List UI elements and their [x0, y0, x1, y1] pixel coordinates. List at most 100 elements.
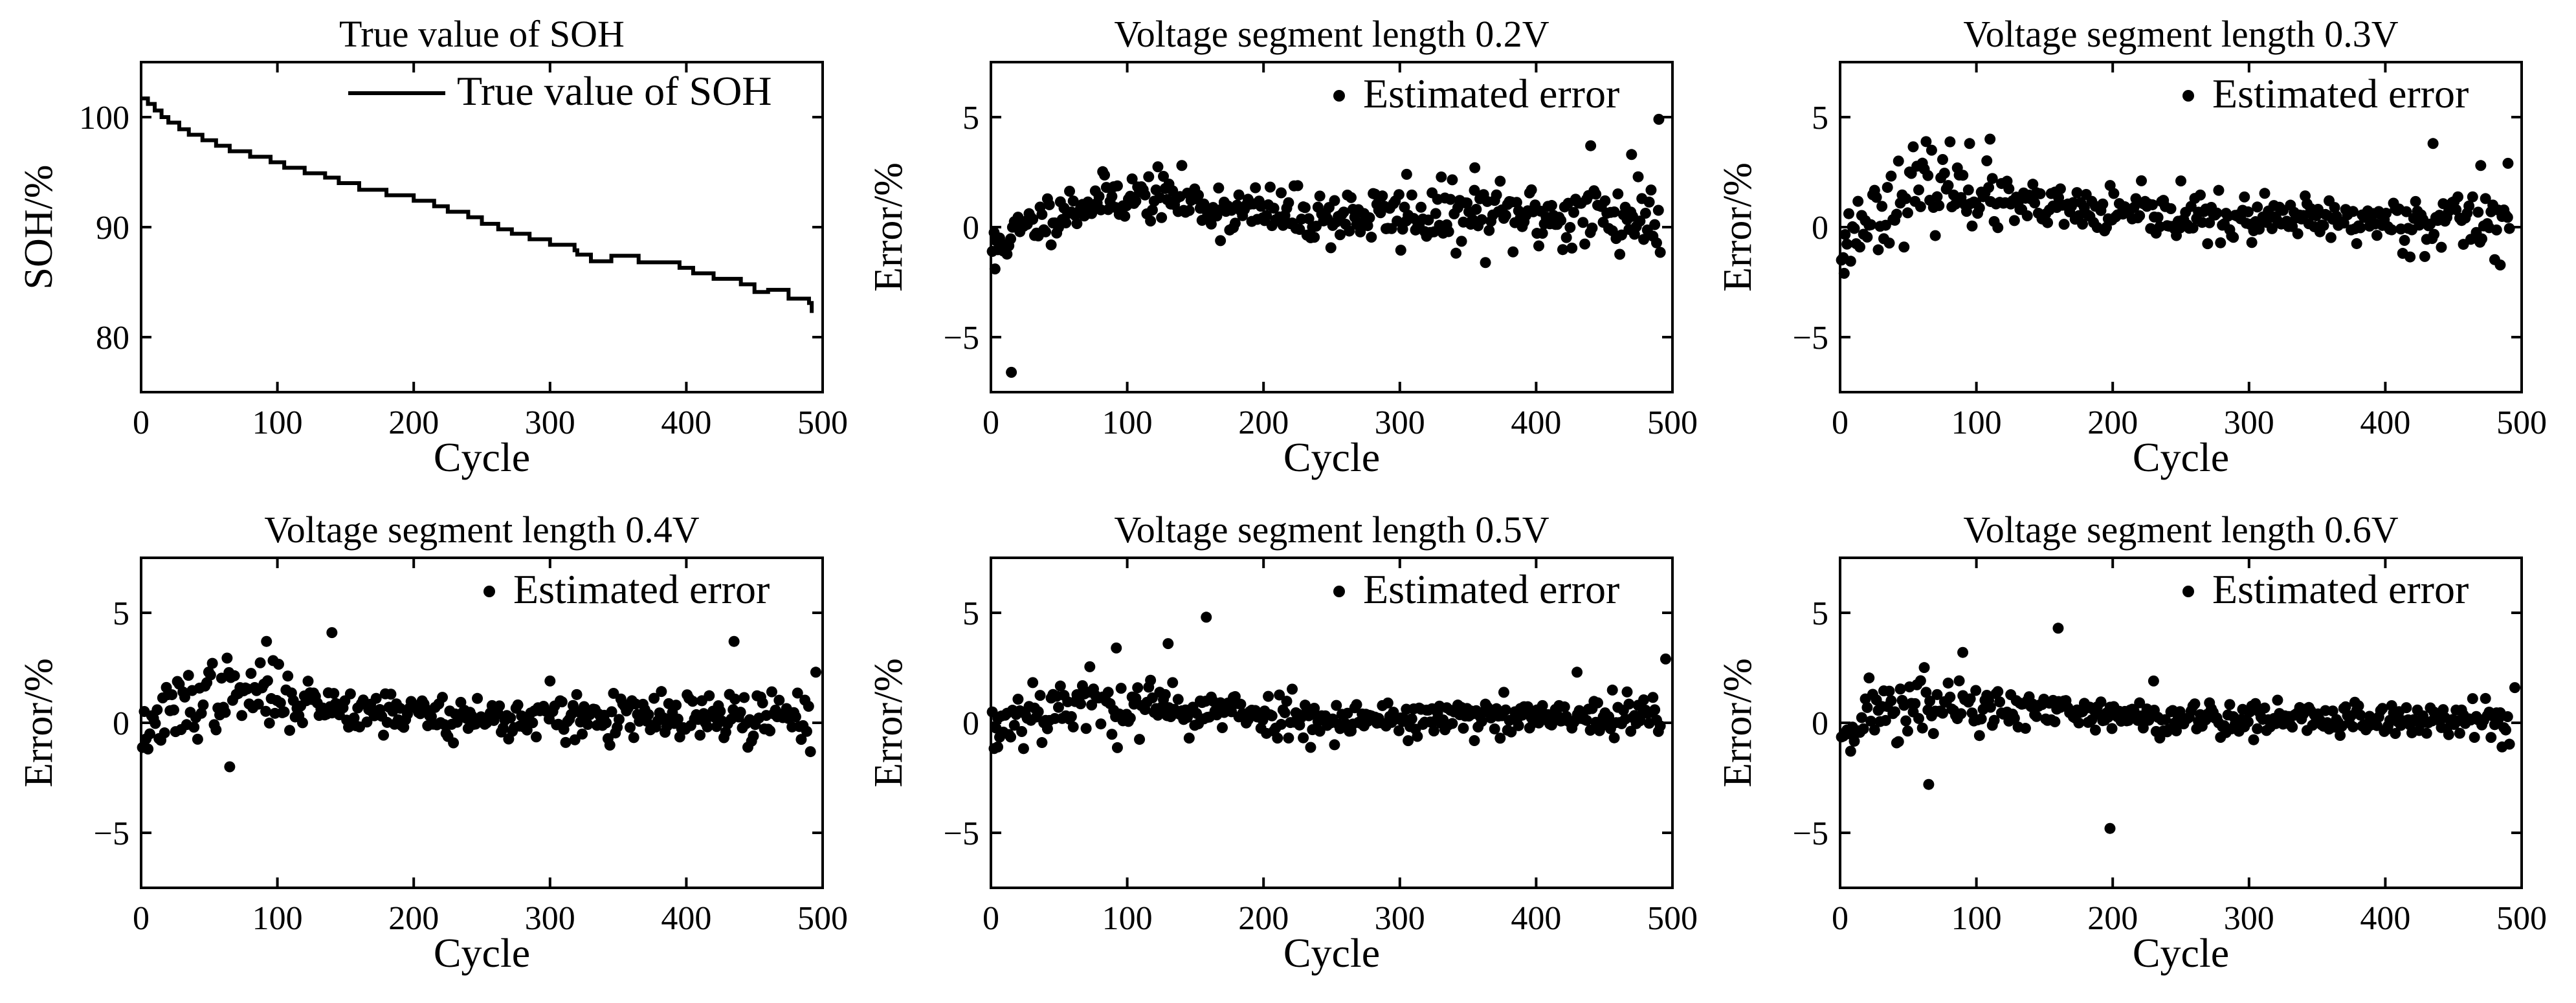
- panel-v03: Voltage segment length 0.3V 0 100 200 300 400…: [1716, 13, 2547, 480]
- error-point: [1880, 714, 1891, 726]
- error-point: [1970, 685, 1982, 696]
- error-point: [1957, 170, 1969, 181]
- error-point: [2399, 235, 2410, 247]
- error-point: [1937, 707, 1948, 719]
- error-point: [992, 741, 1004, 753]
- x-tick-label: 0: [1832, 404, 1849, 441]
- error-point: [1027, 677, 1039, 689]
- y-tick-label: 5: [962, 595, 979, 632]
- error-point: [254, 657, 266, 668]
- error-point: [2054, 183, 2066, 195]
- error-point: [328, 688, 340, 700]
- error-point: [263, 717, 275, 729]
- error-point: [2259, 702, 2271, 714]
- error-point: [2187, 222, 2199, 234]
- error-point: [2058, 219, 2070, 230]
- error-point: [1933, 200, 1945, 212]
- error-point: [1649, 704, 1661, 716]
- error-point: [1032, 706, 1044, 718]
- error-point: [1638, 694, 1650, 705]
- error-point: [1067, 195, 1079, 207]
- error-point: [448, 737, 460, 749]
- error-point: [1395, 245, 1406, 256]
- x-tick-label: 0: [983, 900, 999, 937]
- error-point: [1623, 698, 1635, 710]
- error-point: [197, 699, 209, 711]
- error-point: [1902, 725, 1913, 737]
- error-point: [2467, 693, 2478, 705]
- legend-marker: [1333, 586, 1345, 597]
- error-point: [2073, 210, 2085, 221]
- error-point: [1981, 155, 1993, 167]
- error-point: [1568, 206, 1580, 218]
- error-point: [1043, 199, 1055, 210]
- error-point: [1639, 207, 1651, 219]
- error-point: [2454, 727, 2465, 739]
- error-point: [1614, 248, 1626, 260]
- error-point: [2509, 682, 2520, 694]
- error-point: [1505, 726, 1517, 738]
- error-point: [1964, 693, 1976, 705]
- legend-marker: [483, 586, 495, 597]
- error-point: [282, 670, 294, 682]
- error-point: [1067, 721, 1079, 733]
- error-point: [2480, 193, 2491, 204]
- error-point: [1491, 189, 1502, 201]
- error-point: [168, 704, 179, 716]
- error-point: [1621, 686, 1633, 698]
- error-point: [1546, 200, 1557, 212]
- error-point: [2029, 197, 2041, 209]
- error-point: [1045, 239, 1057, 250]
- error-point: [1585, 140, 1597, 151]
- error-point: [1526, 184, 1537, 195]
- error-point: [1893, 736, 1904, 747]
- error-point: [1303, 213, 1315, 225]
- error-point: [1634, 215, 1646, 227]
- error-point: [1571, 667, 1583, 678]
- y-tick-label: −5: [944, 815, 979, 852]
- error-point: [195, 707, 207, 719]
- error-point: [1106, 191, 1118, 203]
- x-tick-label: 300: [2224, 900, 2274, 937]
- error-point: [1647, 692, 1659, 703]
- x-axis-label: Cycle: [1283, 930, 1380, 976]
- error-point: [735, 707, 746, 718]
- error-point: [1229, 217, 1241, 229]
- error-point: [1401, 168, 1412, 180]
- error-point: [1102, 687, 1114, 698]
- error-point: [2443, 729, 2454, 740]
- error-point: [1036, 737, 1048, 749]
- error-point: [1001, 248, 1013, 260]
- x-tick-label: 100: [1102, 900, 1153, 937]
- error-point: [472, 692, 483, 704]
- error-point: [1984, 133, 1996, 145]
- error-point: [1016, 725, 1028, 737]
- error-point: [795, 734, 807, 745]
- error-point: [1927, 728, 1939, 740]
- error-point: [144, 728, 155, 740]
- x-tick-label: 200: [1238, 404, 1289, 441]
- error-point: [1325, 242, 1337, 254]
- error-point: [2502, 157, 2514, 169]
- error-point: [1351, 699, 1362, 711]
- error-point: [1577, 217, 1589, 228]
- error-point: [773, 694, 785, 706]
- error-point: [1469, 162, 1481, 173]
- error-point: [1027, 214, 1039, 225]
- chart-title: True value of SOH: [339, 13, 625, 55]
- error-point: [2148, 675, 2159, 687]
- error-point: [183, 670, 194, 681]
- error-point: [1331, 700, 1342, 711]
- error-point: [1334, 229, 1346, 241]
- error-point: [1158, 170, 1170, 182]
- error-point: [1944, 691, 1956, 703]
- error-point: [560, 736, 572, 748]
- x-tick-label: 200: [2087, 900, 2138, 937]
- error-point: [2463, 200, 2475, 212]
- error-point: [2134, 697, 2146, 709]
- error-point: [2404, 251, 2416, 263]
- error-point: [1034, 690, 1046, 701]
- panel-v05: Voltage segment length 0.5V 0 100 200 300 400…: [867, 509, 1698, 976]
- error-point: [738, 692, 750, 703]
- error-point: [296, 717, 308, 729]
